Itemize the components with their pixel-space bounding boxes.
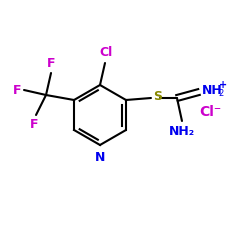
Text: Cl: Cl bbox=[100, 46, 112, 59]
Text: 2: 2 bbox=[218, 88, 223, 98]
Text: F: F bbox=[47, 57, 55, 70]
Text: N: N bbox=[95, 151, 105, 164]
Text: NH₂: NH₂ bbox=[169, 125, 195, 138]
Text: NH: NH bbox=[202, 84, 223, 98]
Text: S: S bbox=[153, 90, 162, 104]
Text: +: + bbox=[219, 80, 227, 90]
Text: Cl⁻: Cl⁻ bbox=[199, 105, 221, 119]
Text: F: F bbox=[12, 84, 21, 96]
Text: F: F bbox=[30, 118, 38, 131]
